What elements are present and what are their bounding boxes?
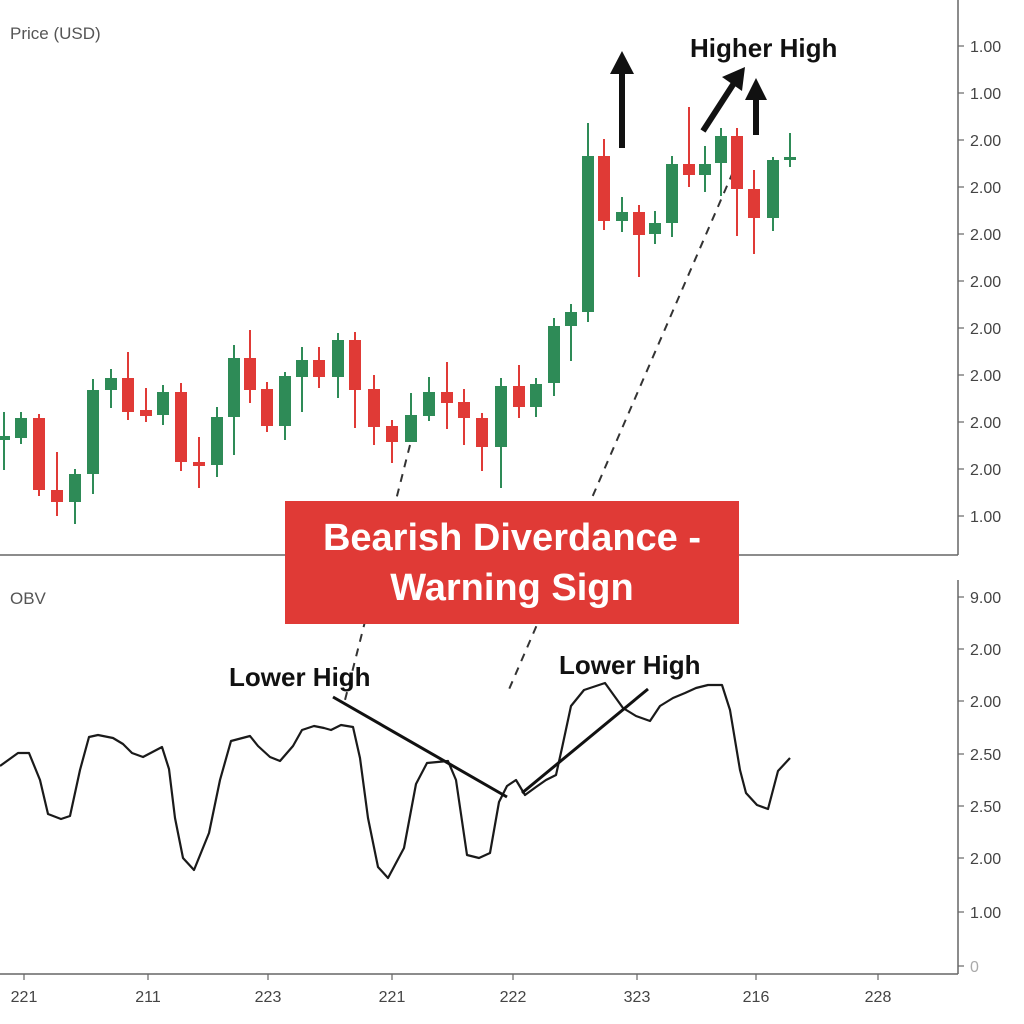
candle (441, 362, 453, 429)
y-tick-label: 1.00 (970, 509, 1001, 526)
y-tick-label: 2.00 (970, 462, 1001, 479)
candle (368, 375, 380, 445)
higher-high-label: Higher High (690, 33, 837, 63)
candle (767, 157, 779, 231)
candle (279, 372, 291, 440)
y-tick-label: 2.00 (970, 415, 1001, 432)
y-tick-label: 2.00 (970, 274, 1001, 291)
candle (105, 369, 117, 408)
price-axis-title: Price (USD) (10, 24, 101, 43)
x-tick-label: 216 (743, 989, 770, 1006)
obv-axis-title: OBV (10, 589, 47, 608)
candle (122, 352, 134, 420)
x-tick-label: 228 (865, 989, 892, 1006)
y-tick-label: 2.00 (970, 851, 1001, 868)
candle (548, 318, 560, 396)
candle (332, 333, 344, 398)
candle (458, 389, 470, 445)
candle (157, 385, 169, 425)
y-tick-label: 2.00 (970, 180, 1001, 197)
y-tick-label: 2.50 (970, 799, 1001, 816)
bearish-divergence-banner: Bearish Diverdance - Warning Sign (285, 501, 739, 624)
obv-trendline-right (521, 687, 649, 795)
candle (715, 128, 727, 196)
candle (784, 133, 796, 167)
candle (228, 345, 240, 455)
obv-trendline-left (332, 695, 508, 799)
lower-high-label-right: Lower High (559, 650, 701, 680)
candle (33, 414, 45, 496)
candle (296, 347, 308, 412)
x-tick-label: 222 (500, 989, 527, 1006)
candle (313, 347, 325, 388)
candle (423, 377, 435, 421)
y-tick-label: 2.00 (970, 694, 1001, 711)
candle (0, 412, 10, 470)
up-arrow-icon-2 (745, 78, 767, 135)
candlestick-series (0, 107, 796, 524)
lower-high-label-left: Lower High (229, 662, 371, 692)
candle (193, 437, 205, 488)
candle (666, 156, 678, 237)
candle (616, 197, 628, 232)
candle (244, 330, 256, 403)
candle (565, 304, 577, 361)
candle (15, 412, 27, 444)
candle (633, 205, 645, 277)
candle (349, 332, 361, 428)
x-tick-label: 323 (624, 989, 651, 1006)
x-tick-label: 211 (135, 989, 161, 1006)
y-tick-label: 2.00 (970, 368, 1001, 385)
candle (683, 107, 695, 187)
candle (51, 452, 63, 516)
y-tick-label: 1.00 (970, 39, 1001, 56)
y-tick-label: 1.00 (970, 905, 1001, 922)
candle (731, 128, 743, 236)
candle (69, 469, 81, 524)
candle (748, 170, 760, 254)
price-y-ticks: 1.00 1.00 2.00 2.00 2.00 2.00 2.00 2.00 2.00 2.00… (958, 39, 1001, 526)
up-arrow-icon-1 (610, 51, 634, 148)
y-tick-label: 2.50 (970, 747, 1001, 764)
candle (699, 146, 711, 192)
x-tick-label: 223 (255, 989, 282, 1006)
y-tick-label: 2.00 (970, 227, 1001, 244)
obv-line (0, 681, 791, 880)
candle (649, 211, 661, 244)
candle (140, 388, 152, 422)
y-tick-label: 0 (970, 959, 979, 976)
candle (513, 365, 525, 418)
divergence-dashed-line-right (506, 171, 734, 695)
candle (495, 378, 507, 488)
candle (211, 407, 223, 477)
y-tick-label: 1.00 (970, 86, 1001, 103)
banner-line-1: Bearish Diverdance - (322, 516, 702, 559)
x-tick-label: 221 (11, 989, 38, 1006)
y-tick-label: 2.00 (970, 321, 1001, 338)
candle (87, 379, 99, 494)
candle (598, 139, 610, 230)
candle (261, 382, 273, 432)
candle (476, 413, 488, 471)
y-tick-label: 2.00 (970, 642, 1001, 659)
diagonal-arrow-icon (700, 67, 745, 133)
candle (530, 378, 542, 417)
y-tick-label: 9.00 (970, 590, 1001, 607)
candle (405, 393, 417, 442)
x-axis-ticks: 221 211 223 221 222 323 216 228 (11, 974, 892, 1006)
candle (386, 420, 398, 463)
banner-line-2: Warning Sign (390, 566, 634, 609)
obv-y-ticks: 9.00 2.00 2.00 2.50 2.50 2.00 1.00 0 (958, 590, 1001, 976)
candle (175, 383, 187, 471)
candle (582, 123, 594, 322)
x-tick-label: 221 (379, 989, 406, 1006)
y-tick-label: 2.00 (970, 133, 1001, 150)
